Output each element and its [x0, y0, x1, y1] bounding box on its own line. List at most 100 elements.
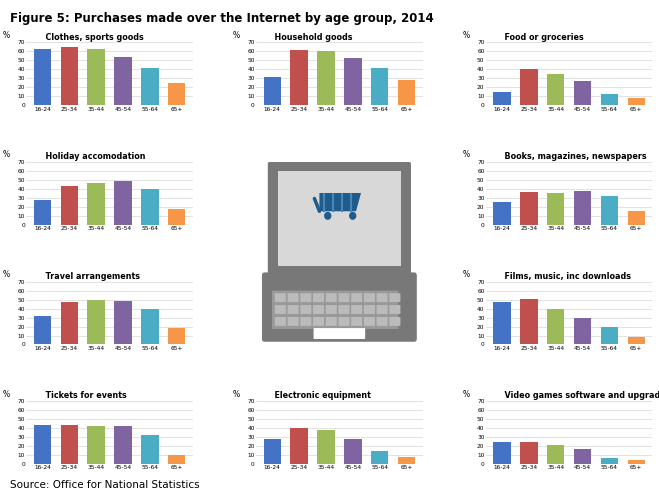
- FancyBboxPatch shape: [326, 293, 337, 302]
- Text: %: %: [463, 151, 470, 160]
- Bar: [61, 302, 78, 344]
- Bar: [61, 47, 78, 105]
- FancyBboxPatch shape: [287, 293, 299, 302]
- Bar: [494, 302, 511, 344]
- FancyBboxPatch shape: [364, 305, 375, 314]
- FancyBboxPatch shape: [313, 293, 324, 302]
- Text: Clothes, sports goods: Clothes, sports goods: [40, 32, 144, 41]
- Bar: [574, 191, 591, 225]
- Bar: [291, 49, 308, 105]
- FancyBboxPatch shape: [389, 317, 401, 326]
- Bar: [34, 426, 51, 464]
- FancyBboxPatch shape: [339, 317, 349, 326]
- Bar: [34, 49, 51, 105]
- FancyBboxPatch shape: [275, 317, 286, 326]
- FancyBboxPatch shape: [301, 305, 311, 314]
- Text: Holiday accomodation: Holiday accomodation: [40, 152, 145, 161]
- FancyBboxPatch shape: [262, 272, 416, 342]
- Text: Source: Office for National Statistics: Source: Office for National Statistics: [10, 480, 200, 490]
- FancyBboxPatch shape: [376, 305, 387, 314]
- FancyBboxPatch shape: [268, 162, 411, 275]
- Text: Electronic equipment: Electronic equipment: [270, 391, 371, 400]
- Text: %: %: [3, 390, 10, 399]
- Bar: [574, 317, 591, 344]
- Bar: [371, 451, 388, 464]
- FancyBboxPatch shape: [364, 317, 375, 326]
- Bar: [520, 69, 538, 105]
- Bar: [494, 443, 511, 464]
- Circle shape: [324, 212, 331, 220]
- Bar: [278, 171, 401, 266]
- Bar: [547, 445, 565, 464]
- Bar: [494, 203, 511, 225]
- FancyBboxPatch shape: [351, 293, 362, 302]
- Text: %: %: [233, 390, 240, 399]
- FancyBboxPatch shape: [287, 305, 299, 314]
- Bar: [34, 316, 51, 344]
- Bar: [601, 458, 618, 464]
- Bar: [114, 426, 132, 464]
- Bar: [398, 457, 415, 464]
- Bar: [168, 83, 185, 105]
- FancyBboxPatch shape: [275, 293, 286, 302]
- Bar: [398, 80, 415, 105]
- FancyBboxPatch shape: [313, 317, 324, 326]
- FancyBboxPatch shape: [314, 328, 365, 339]
- Text: %: %: [463, 31, 470, 40]
- FancyBboxPatch shape: [313, 305, 324, 314]
- Bar: [114, 301, 132, 344]
- Text: Films, music, inc downloads: Films, music, inc downloads: [500, 272, 631, 281]
- FancyBboxPatch shape: [326, 305, 337, 314]
- Text: %: %: [463, 270, 470, 279]
- Bar: [520, 443, 538, 464]
- Bar: [291, 428, 308, 464]
- Bar: [574, 449, 591, 464]
- Bar: [88, 426, 105, 464]
- Text: %: %: [3, 270, 10, 279]
- Text: %: %: [3, 31, 10, 40]
- Bar: [371, 67, 388, 105]
- FancyBboxPatch shape: [272, 290, 399, 329]
- Bar: [61, 426, 78, 464]
- Text: %: %: [233, 31, 240, 40]
- FancyBboxPatch shape: [389, 305, 401, 314]
- Bar: [168, 209, 185, 225]
- Bar: [547, 194, 565, 225]
- Bar: [317, 51, 335, 105]
- Bar: [520, 298, 538, 344]
- FancyBboxPatch shape: [351, 305, 362, 314]
- Polygon shape: [320, 193, 361, 211]
- FancyBboxPatch shape: [326, 317, 337, 326]
- Bar: [317, 430, 335, 464]
- Bar: [264, 76, 281, 105]
- Bar: [627, 98, 645, 105]
- Bar: [601, 326, 618, 344]
- Bar: [627, 460, 645, 464]
- Bar: [494, 92, 511, 105]
- Bar: [547, 308, 565, 344]
- Text: Books, magazines, newspapers: Books, magazines, newspapers: [500, 152, 647, 161]
- FancyBboxPatch shape: [275, 305, 286, 314]
- Text: Travel arrangements: Travel arrangements: [40, 272, 140, 281]
- Bar: [264, 439, 281, 464]
- Bar: [520, 192, 538, 225]
- Text: Food or groceries: Food or groceries: [500, 32, 584, 41]
- Bar: [574, 81, 591, 105]
- FancyBboxPatch shape: [301, 317, 311, 326]
- Bar: [627, 212, 645, 225]
- Bar: [601, 94, 618, 105]
- Text: Video games software and upgrades: Video games software and upgrades: [500, 391, 659, 400]
- Bar: [88, 49, 105, 105]
- Bar: [344, 58, 362, 105]
- FancyBboxPatch shape: [376, 317, 387, 326]
- Bar: [34, 200, 51, 225]
- Bar: [141, 435, 159, 464]
- Bar: [141, 308, 159, 344]
- FancyBboxPatch shape: [376, 293, 387, 302]
- Bar: [601, 196, 618, 225]
- Text: Figure 5: Purchases made over the Internet by age group, 2014: Figure 5: Purchases made over the Intern…: [10, 12, 434, 25]
- Bar: [627, 337, 645, 344]
- Bar: [344, 439, 362, 464]
- FancyBboxPatch shape: [287, 317, 299, 326]
- FancyBboxPatch shape: [339, 293, 349, 302]
